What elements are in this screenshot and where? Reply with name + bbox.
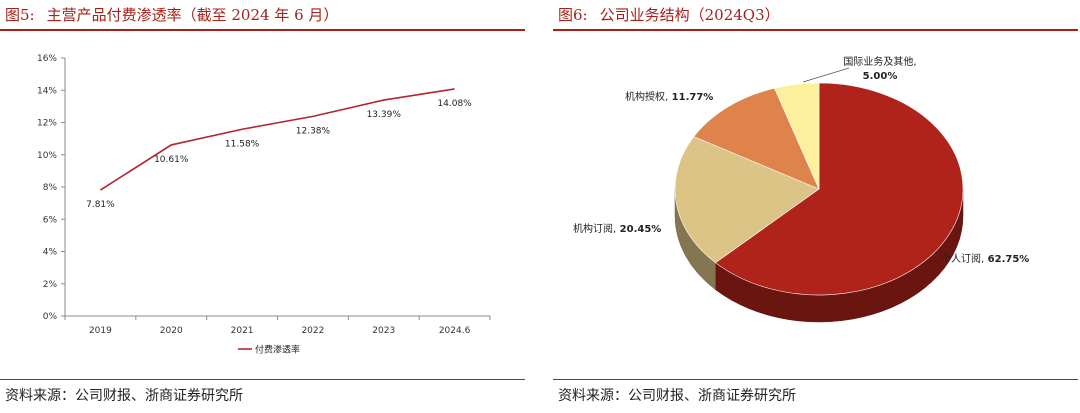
pie-label: 国际业务及其他, 5.00% (843, 55, 916, 82)
y-tick-label: 6% (43, 215, 58, 225)
figure-5-title: 图5: 主营产品付费渗透率（截至 2024 年 6 月） (5, 4, 338, 25)
x-tick-label: 2021 (231, 326, 254, 336)
y-tick-label: 14% (37, 86, 57, 96)
y-tick-label: 8% (43, 183, 58, 193)
x-tick-label: 2024.6 (439, 326, 471, 336)
figure-6-number: 图6: (558, 6, 588, 24)
figure-5-number: 图5: (5, 6, 35, 24)
figure-5-panel: 图5: 主营产品付费渗透率（截至 2024 年 6 月） 0% 2% 4% 6% 8% 10… (0, 0, 527, 413)
y-tick-label: 4% (43, 248, 58, 258)
x-tick-label: 2023 (372, 326, 395, 336)
figure-6-title-text: 公司业务结构（2024Q3） (599, 6, 780, 24)
pie-label: 机构授权, 11.77% (625, 90, 713, 103)
pie-leader-line (802, 67, 850, 83)
figure-6-top-rule (553, 29, 1078, 31)
y-tick-label: 12% (37, 119, 57, 129)
figure-6-title: 图6: 公司业务结构（2024Q3） (558, 4, 780, 25)
data-label: 12.38% (296, 126, 331, 136)
y-tick-label: 2% (43, 280, 58, 290)
x-tick-label: 2020 (160, 326, 183, 336)
data-label: 13.39% (367, 110, 402, 120)
x-tick-label: 2019 (89, 326, 112, 336)
x-tick-label: 2022 (301, 326, 324, 336)
pie-chart: 个人订阅, 62.75% 机构订阅, 20.45% 机构授权, 11.77% 国际业务… (573, 55, 1029, 323)
y-tick-label: 10% (37, 151, 57, 161)
pie-slice (714, 82, 964, 296)
line-chart: 0% 2% 4% 6% 8% 10% 12% 14% 16% 2019 2020 2021 2022 20… (37, 54, 491, 356)
pie-slice (774, 82, 820, 190)
series-line-penetration-rate (99, 88, 455, 191)
y-tick-label: 16% (37, 54, 57, 64)
data-label: 10.61% (154, 155, 189, 165)
pie-label: 个人订阅, 62.75% (941, 252, 1029, 265)
y-tick-label: 0% (43, 312, 58, 322)
figure-5-source: 资料来源：公司财报、浙商证券研究所 (5, 388, 243, 404)
figure-6-panel: 图6: 公司业务结构（2024Q3） 个人订阅, 62.75% 机构订阅, 20.4… (553, 0, 1080, 413)
legend-label: 付费渗透率 (255, 344, 300, 356)
pie-slice (693, 87, 820, 190)
pie-label: 机构订阅, 20.45% (573, 222, 661, 235)
figure-5-title-text: 主营产品付费渗透率（截至 2024 年 6 月） (46, 6, 339, 24)
figure-6-bottom-rule (553, 379, 1078, 380)
figure-5-top-rule (0, 29, 525, 31)
figure-6-source: 资料来源：公司财报、浙商证券研究所 (558, 388, 796, 404)
figure-5-bottom-rule (0, 379, 525, 380)
data-label: 11.58% (225, 139, 260, 149)
pie-slice (674, 136, 820, 264)
data-label: 14.08% (437, 99, 472, 109)
data-label: 7.81% (86, 200, 115, 210)
